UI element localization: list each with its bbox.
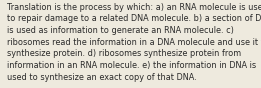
Text: Translation is the process by which: a) an RNA molecule is used
to repair damage: Translation is the process by which: a) …	[7, 3, 261, 82]
